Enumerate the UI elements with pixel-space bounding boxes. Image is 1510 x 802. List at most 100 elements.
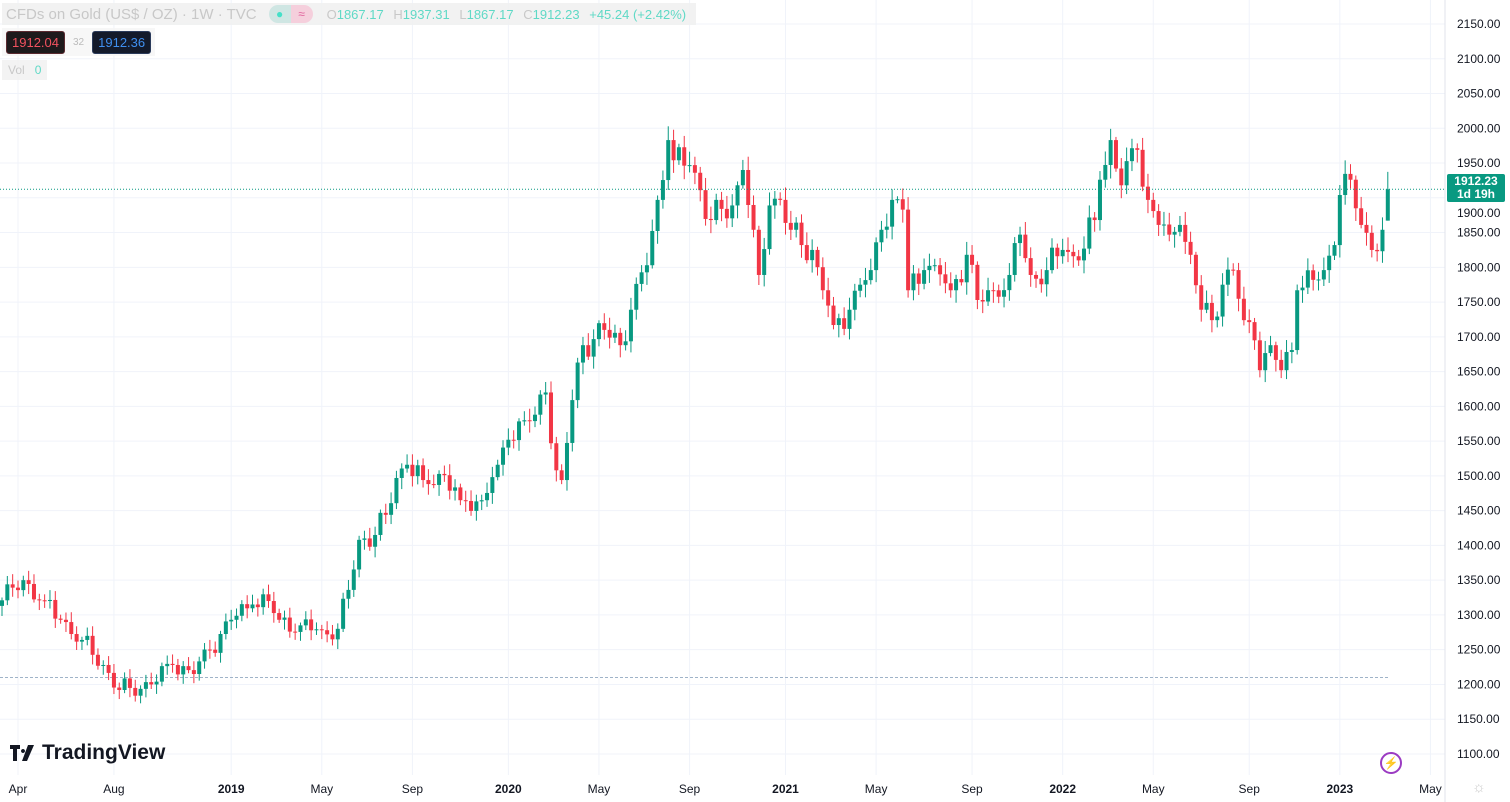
candle-body <box>900 199 905 210</box>
lightning-icon[interactable]: ⚡ <box>1380 752 1402 774</box>
candle-body <box>287 617 292 632</box>
candle-body <box>916 273 921 284</box>
candle-body <box>431 484 436 486</box>
volume-legend[interactable]: Vol 0 <box>2 60 48 80</box>
bar-countdown: 1d 19h <box>1456 187 1495 201</box>
candle-body <box>101 664 106 666</box>
candle-body <box>1348 173 1353 180</box>
candle-body <box>181 666 186 675</box>
candle-body <box>884 226 889 230</box>
candle-body <box>1268 345 1273 354</box>
candle-body <box>1375 249 1380 252</box>
price-tick-label: 1200.00 <box>1457 677 1501 691</box>
time-tick-label: 2023 <box>1326 782 1353 796</box>
candle-body <box>255 604 260 608</box>
candle-body <box>975 264 980 300</box>
candle-body <box>447 475 452 491</box>
candle-body <box>548 392 553 444</box>
candle-body <box>309 619 314 631</box>
time-tick-label: Sep <box>961 782 983 796</box>
time-tick-label: 2022 <box>1049 782 1076 796</box>
candle-body <box>1055 247 1060 257</box>
candle-body <box>1284 351 1289 371</box>
price-tick-label: 2150.00 <box>1457 17 1501 31</box>
candle-body <box>1279 359 1284 371</box>
candle-body <box>666 140 671 181</box>
delayed-data-icon: ≈ <box>290 5 313 23</box>
candle-body <box>479 500 484 502</box>
candle-body <box>1103 164 1108 180</box>
candle-body <box>879 229 884 243</box>
candle-body <box>1380 229 1385 252</box>
candle-body <box>1002 290 1007 297</box>
candle-body <box>874 242 879 271</box>
candle-body <box>389 503 394 515</box>
buy-button[interactable]: 1912.36 <box>92 30 152 54</box>
candle-body <box>335 628 340 640</box>
candle-body <box>762 249 767 275</box>
candle-body <box>143 682 148 689</box>
candle-body <box>820 267 825 291</box>
candle-body <box>186 666 191 671</box>
price-tick-label: 1800.00 <box>1457 260 1501 274</box>
candle-body <box>133 687 138 696</box>
candle-body <box>692 165 697 173</box>
candle-body <box>815 249 820 268</box>
candle-body <box>1220 284 1225 317</box>
candle-body <box>47 599 52 602</box>
price-tick-label: 1350.00 <box>1457 573 1501 587</box>
candle-body <box>650 230 655 266</box>
time-tick-label: May <box>588 782 611 796</box>
candle-body <box>378 512 383 535</box>
candle-body <box>826 290 831 306</box>
candle-body <box>607 329 612 338</box>
sell-button[interactable]: 1912.04 <box>6 30 65 54</box>
candle-body <box>1305 270 1310 288</box>
candle-body <box>575 362 580 401</box>
high-label: H <box>393 6 403 22</box>
candle-body <box>1209 302 1214 321</box>
candle-body <box>426 480 431 485</box>
high-value: 1937.31 <box>402 6 450 22</box>
candle-body <box>1092 217 1097 221</box>
candle-body <box>1071 251 1076 257</box>
candle-body <box>410 464 415 477</box>
candle-body <box>122 678 127 691</box>
price-tick-label: 2100.00 <box>1457 52 1501 66</box>
candle-body <box>250 604 255 609</box>
candle-body <box>1023 234 1028 259</box>
candle-body <box>1129 148 1134 162</box>
candle-body <box>586 345 591 357</box>
candle-body <box>543 392 548 395</box>
candle-body <box>170 663 175 665</box>
candle-body <box>415 465 420 477</box>
time-tick-label: Sep <box>1239 782 1261 796</box>
candle-body <box>271 601 276 614</box>
candle-body <box>154 681 159 685</box>
candle-body <box>1124 161 1129 186</box>
candle-body <box>1108 140 1113 165</box>
symbol-title[interactable]: CFDs on Gold (US$ / OZ) · 1W · TVC <box>6 5 257 23</box>
candle-body <box>740 169 745 186</box>
candle-body <box>394 477 399 504</box>
change-value: +45.24 (+2.42%) <box>589 6 687 22</box>
status-pill[interactable]: ● ≈ <box>268 5 313 23</box>
last-price: 1912.23 <box>1454 174 1498 188</box>
price-tick-label: 1150.00 <box>1457 712 1500 726</box>
tradingview-logo[interactable]: TradingView <box>10 741 165 765</box>
candle-body <box>842 318 847 329</box>
candle-body <box>687 165 692 167</box>
candle-body <box>149 682 154 685</box>
candle-body <box>261 594 266 608</box>
candle-body <box>1204 302 1209 310</box>
candle-body <box>847 309 852 329</box>
price-tick-label: 1700.00 <box>1457 330 1501 344</box>
settings-icon[interactable]: ☼ <box>1472 779 1486 796</box>
last-price-tag: 1912.23 1d 19h <box>1447 174 1505 202</box>
open-label: O <box>326 6 337 22</box>
candle-body <box>1119 168 1124 186</box>
candle-body <box>991 290 996 292</box>
candle-body <box>804 245 809 261</box>
candle-body <box>42 600 47 602</box>
